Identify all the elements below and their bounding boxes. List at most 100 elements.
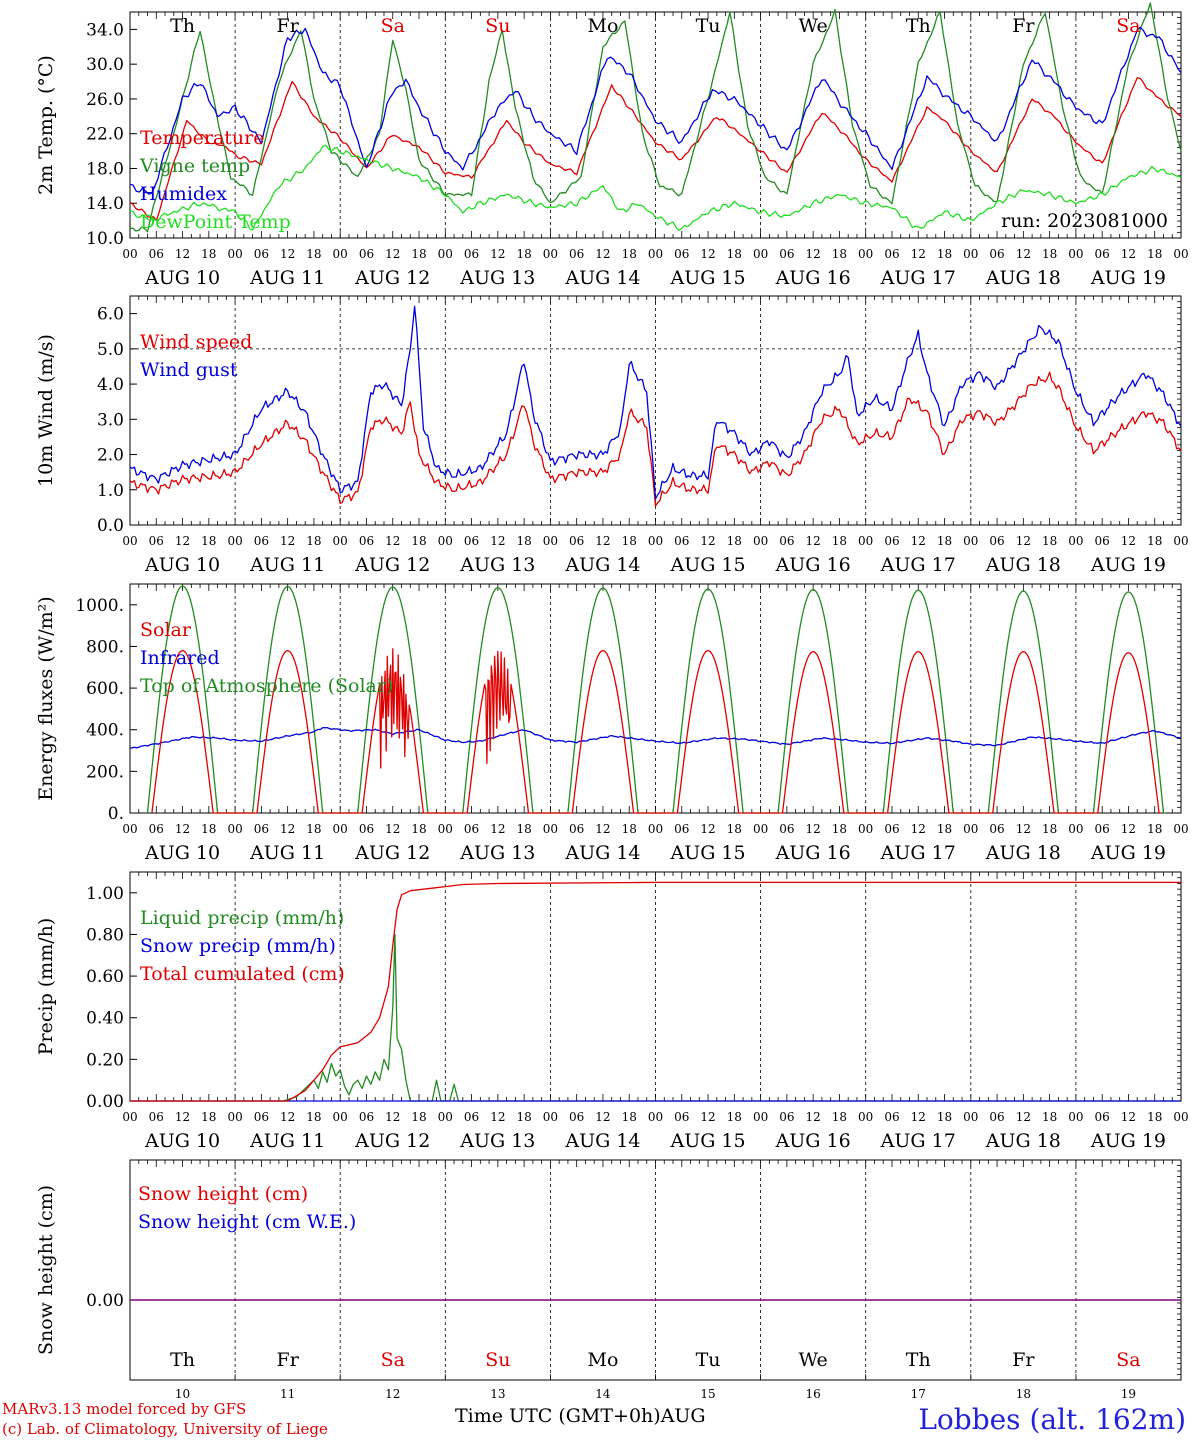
panel1-hour-label: 06 — [149, 247, 164, 261]
panel2-ylabel: 10m Wind (m/s) — [35, 334, 57, 487]
panel3-hour-label: 12 — [490, 822, 505, 836]
panel1-hour-label: 00 — [438, 247, 453, 261]
panel2-hour-label: 00 — [963, 534, 978, 548]
panel4-series-total — [130, 881, 1181, 1102]
panel3-series-infrared — [129, 726, 1182, 749]
panel3-hour-label: 12 — [280, 822, 295, 836]
panel1-ytick-label: 26.0 — [86, 90, 124, 110]
panel4-hour-label: 12 — [1121, 1110, 1136, 1124]
panel2-series-wind-gust — [129, 305, 1182, 500]
panel3-hour-label: 12 — [1121, 822, 1136, 836]
panel5-day-number: 15 — [700, 1387, 715, 1401]
panel3-hour-label: 18 — [516, 822, 531, 836]
panel3-hour-label: 18 — [1042, 822, 1057, 836]
panel1-hour-label: 00 — [753, 247, 768, 261]
panel2-hour-label: 06 — [464, 534, 479, 548]
panel1-hour-label: 12 — [1121, 247, 1136, 261]
panel1-hour-label: 18 — [411, 247, 426, 261]
panel5-legend-1: Snow height (cm W.E.) — [138, 1211, 356, 1233]
panel5-weekday-label: Th — [170, 1349, 195, 1371]
panel5-weekday-label: We — [799, 1349, 828, 1371]
panel3-date-label: AUG 19 — [1090, 842, 1166, 864]
panel4-ytick-label: 0.60 — [86, 967, 124, 987]
panel1-hour-label: 06 — [359, 247, 374, 261]
panel1-hour-label: 06 — [674, 247, 689, 261]
panel1-hour-label: 00 — [963, 247, 978, 261]
panel4-hour-label: 06 — [989, 1110, 1004, 1124]
panel3-legend-0: Solar — [140, 619, 192, 641]
panel3-date-label: AUG 18 — [985, 842, 1061, 864]
panel3-hour-label: 06 — [1095, 822, 1110, 836]
panel3-hour-label: 06 — [884, 822, 899, 836]
panel1-date-label: AUG 12 — [354, 267, 430, 289]
panel3-hour-label: 12 — [385, 822, 400, 836]
panel4-hour-label: 12 — [806, 1110, 821, 1124]
panel1-date-label: AUG 10 — [144, 267, 220, 289]
panel4-hour-label: 00 — [858, 1110, 873, 1124]
panel2-hour-label: 18 — [306, 534, 321, 548]
panel4-date-label: AUG 11 — [249, 1130, 325, 1152]
panel2-hour-label: 06 — [254, 534, 269, 548]
panel4-hour-label: 00 — [1173, 1110, 1188, 1124]
panel2-hour-label: 00 — [1173, 534, 1188, 548]
panel2-hour-label: 06 — [569, 534, 584, 548]
panel1-legend-2: Humidex — [140, 183, 227, 205]
panel2-hour-label: 06 — [1095, 534, 1110, 548]
panel1-hour-label: 12 — [490, 247, 505, 261]
panel4-legend-1: Snow precip (mm/h) — [140, 935, 336, 957]
panel3-hour-label: 00 — [227, 822, 242, 836]
panel2-hour-label: 00 — [753, 534, 768, 548]
panel5-weekday-label: Tu — [696, 1349, 721, 1371]
panel3-ytick-label: 200. — [86, 762, 124, 782]
panel4-hour-label: 12 — [1016, 1110, 1031, 1124]
panel3-hour-label: 06 — [989, 822, 1004, 836]
panel4-hour-label: 12 — [700, 1110, 715, 1124]
panel2-hour-label: 12 — [595, 534, 610, 548]
panel3-hour-label: 18 — [201, 822, 216, 836]
panel4-hour-label: 18 — [832, 1110, 847, 1124]
panel4-date-label: AUG 13 — [459, 1130, 535, 1152]
panel3-ylabel: Energy fluxes (W/m²) — [35, 596, 57, 800]
panel2-hour-label: 18 — [622, 534, 637, 548]
panel1-hour-label: 18 — [727, 247, 742, 261]
panel4-ylabel: Precip (mm/h) — [35, 918, 57, 1056]
panel4-date-label: AUG 18 — [985, 1130, 1061, 1152]
panel2-hour-label: 06 — [674, 534, 689, 548]
panel5-day-number: 19 — [1121, 1387, 1136, 1401]
panel3-date-label: AUG 11 — [249, 842, 325, 864]
panel5-day-number: 13 — [490, 1387, 505, 1401]
panel3-hour-label: 12 — [700, 822, 715, 836]
panel3-hour-label: 00 — [1173, 822, 1188, 836]
panel3-hour-label: 00 — [648, 822, 663, 836]
panel2-ytick-label: 2.0 — [97, 446, 124, 466]
panel4-hour-label: 18 — [727, 1110, 742, 1124]
panel5-weekday-label: Mo — [587, 1349, 618, 1371]
panel1-weekday-label: Th — [906, 15, 931, 37]
panel1-hour-label: 18 — [306, 247, 321, 261]
panel2-hour-label: 12 — [806, 534, 821, 548]
panel3-hour-label: 12 — [595, 822, 610, 836]
panel2-hour-label: 00 — [227, 534, 242, 548]
panel3-hour-label: 00 — [753, 822, 768, 836]
panel2-legend-0: Wind speed — [140, 331, 252, 353]
panel1-hour-label: 12 — [700, 247, 715, 261]
panel3-hour-label: 00 — [543, 822, 558, 836]
panel4-hour-label: 06 — [884, 1110, 899, 1124]
panel1-date-label: AUG 19 — [1090, 267, 1166, 289]
panel4-hour-label: 12 — [911, 1110, 926, 1124]
panel3-hour-label: 12 — [806, 822, 821, 836]
panel3-hour-label: 00 — [333, 822, 348, 836]
panel3-hour-label: 00 — [858, 822, 873, 836]
panel3-hour-label: 18 — [411, 822, 426, 836]
panel1-ytick-label: 22.0 — [86, 125, 124, 145]
panel2-hour-label: 18 — [727, 534, 742, 548]
panel1-hour-label: 18 — [516, 247, 531, 261]
panel2-hour-label: 06 — [149, 534, 164, 548]
panel1-hour-label: 00 — [227, 247, 242, 261]
panel1-hour-label: 06 — [569, 247, 584, 261]
panel2-hour-label: 12 — [911, 534, 926, 548]
panel4-ytick-label: 0.00 — [86, 1092, 124, 1112]
panel1-hour-label: 12 — [806, 247, 821, 261]
panel3-date-label: AUG 13 — [459, 842, 535, 864]
panel3-ytick-label: 600. — [86, 679, 124, 699]
